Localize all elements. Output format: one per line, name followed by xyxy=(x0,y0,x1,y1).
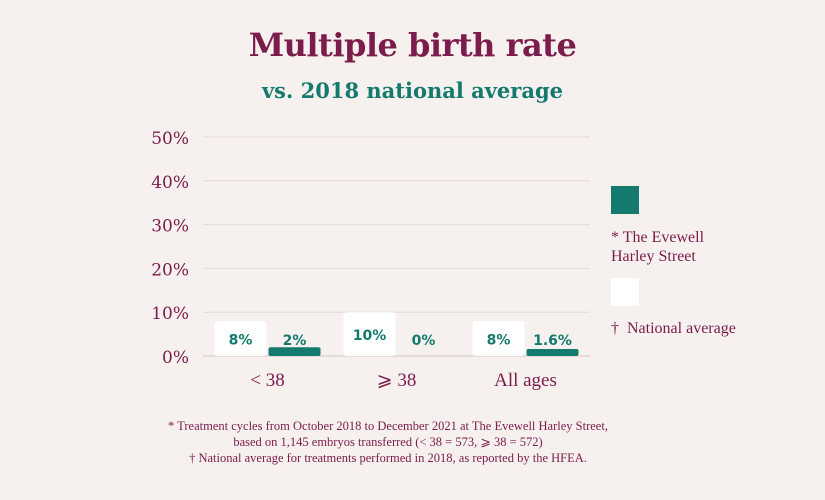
chart-subtitle: vs. 2018 national average xyxy=(261,78,563,103)
legend-clinic-marker: * xyxy=(611,229,619,246)
footnotes: * Treatment cycles from October 2018 to … xyxy=(0,418,776,466)
data-label-clinic: 1.6% xyxy=(533,333,572,349)
legend-national-label: National average xyxy=(627,320,736,337)
y-tick-label: 50% xyxy=(151,129,189,149)
footnote-line-3: † National average for treatments perfor… xyxy=(189,451,587,465)
legend-swatch-national xyxy=(611,278,639,306)
y-tick-label: 0% xyxy=(162,348,189,368)
data-label-clinic: 0% xyxy=(412,333,436,349)
bar-national-average xyxy=(472,320,525,356)
bar-clinic xyxy=(268,347,321,356)
legend-national-marker: † xyxy=(611,320,619,337)
footnote-line-2: based on 1,145 embryos transferred (< 38… xyxy=(233,435,543,449)
data-label-national: 10% xyxy=(353,328,387,344)
y-tick-label: 30% xyxy=(151,217,189,237)
y-tick-label: 40% xyxy=(151,173,189,193)
y-tick-label: 10% xyxy=(151,304,189,324)
x-tick-label: < 38 xyxy=(250,370,284,391)
chart-title: Multiple birth rate xyxy=(248,26,577,64)
legend-label-clinic: * The Evewell Harley Street xyxy=(611,228,704,266)
data-label-national: 8% xyxy=(487,332,511,348)
legend-swatch-clinic xyxy=(611,186,639,214)
legend-clinic-line1: The Evewell xyxy=(622,229,705,246)
data-label-national: 8% xyxy=(229,332,253,348)
bar-national-average xyxy=(343,312,396,356)
x-tick-label: ⩾ 38 xyxy=(377,370,417,391)
legend-clinic-line2: Harley Street xyxy=(611,248,696,265)
data-label-clinic: 2% xyxy=(283,333,307,349)
x-tick-label: All ages xyxy=(494,370,557,391)
y-tick-label: 20% xyxy=(151,260,189,280)
legend-label-national: † National average xyxy=(611,319,736,338)
footnote-line-1: * Treatment cycles from October 2018 to … xyxy=(168,419,608,433)
bar-national-average xyxy=(214,320,267,356)
bar-clinic xyxy=(526,348,579,356)
